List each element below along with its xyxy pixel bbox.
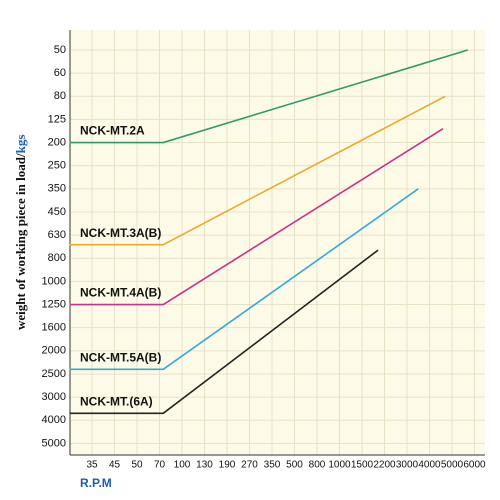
series-line [69, 95, 446, 246]
series-line [69, 49, 468, 144]
x-tick-label: 270 [241, 460, 258, 471]
y-tick-label: 2000 [42, 345, 66, 357]
x-axis-label: R.P.M [80, 476, 112, 490]
y-tick-label: 2500 [42, 368, 66, 380]
x-tick-label: 5000 [441, 460, 464, 471]
x-tick-label: 6000 [463, 460, 486, 471]
series-label: NCK-MT.2A [80, 124, 145, 138]
y-tick-label: 1600 [42, 322, 66, 334]
series-label: NCK-MT.3A(B) [80, 226, 161, 240]
series-label: NCK-MT.5A(B) [80, 351, 161, 365]
y-tick-label: 125 [48, 113, 66, 125]
series-line [69, 127, 444, 306]
y-tick-label: 50 [54, 44, 66, 56]
y-tick-label: 450 [48, 206, 66, 218]
x-tick-label: 50 [131, 460, 143, 471]
x-tick-label: 4000 [418, 460, 441, 471]
x-tick-label: 350 [264, 460, 281, 471]
y-tick-label: 630 [48, 229, 66, 241]
y-tick-label: 5000 [42, 437, 66, 449]
y-tick-label: 250 [48, 160, 66, 172]
series-line [69, 188, 419, 371]
y-axis-label: weight of working piece in load/kgs [13, 135, 28, 330]
series-label: NCK-MT.(6A) [80, 394, 153, 408]
x-tick-label: 800 [309, 460, 326, 471]
series-line [69, 249, 379, 415]
y-tick-label: 1000 [42, 275, 66, 287]
y-tick-label: 80 [54, 90, 66, 102]
x-tick-label: 1000 [328, 460, 351, 471]
x-tick-label: 3000 [396, 460, 419, 471]
x-tick-label: 35 [86, 460, 98, 471]
y-tick-label: 4000 [42, 414, 66, 426]
series-label: NCK-MT.4A(B) [80, 286, 161, 300]
x-tick-label: 2200 [373, 460, 396, 471]
x-tick-label: 70 [154, 460, 166, 471]
y-tick-label: 800 [48, 252, 66, 264]
y-tick-label: 1250 [42, 298, 66, 310]
x-tick-label: 190 [219, 460, 236, 471]
x-tick-label: 45 [109, 460, 121, 471]
x-tick-label: 1500 [351, 460, 374, 471]
x-tick-label: 130 [196, 460, 213, 471]
plot-area [70, 30, 485, 455]
y-tick-label: 350 [48, 183, 66, 195]
y-tick-label: 60 [54, 67, 66, 79]
x-tick-label: 100 [174, 460, 191, 471]
y-axis-unit: kgs [13, 135, 28, 154]
y-axis-label-text: weight of working piece in load/ [13, 153, 28, 330]
y-tick-label: 3000 [42, 391, 66, 403]
y-tick-label: 200 [48, 136, 66, 148]
x-tick-label: 500 [286, 460, 303, 471]
